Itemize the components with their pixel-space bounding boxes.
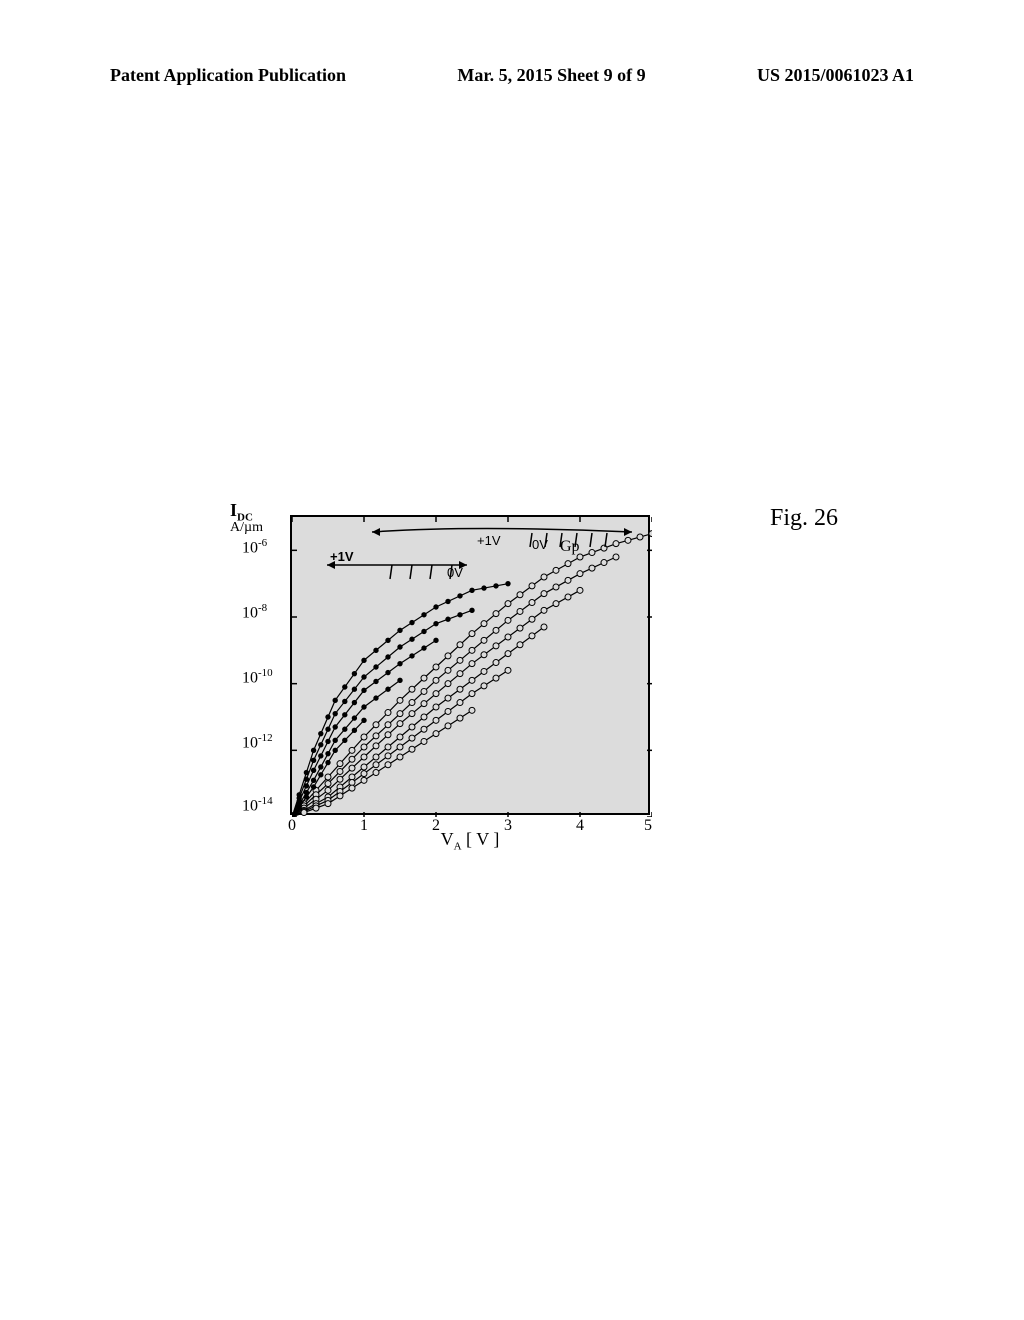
svg-text:0V: 0V <box>532 537 548 552</box>
y-tick: 10-12 <box>242 732 273 752</box>
figure-26: IDC A/µm +1V0VGp+1V0V 10-6 10-8 10-10 10… <box>230 505 710 855</box>
x-tick: 0 <box>288 817 296 835</box>
x-tick: 5 <box>644 817 652 835</box>
page-header: Patent Application Publication Mar. 5, 2… <box>0 65 1024 86</box>
y-tick: 10-8 <box>242 602 267 622</box>
x-axis-label: VA [ V ] <box>441 829 500 853</box>
x-tick: 4 <box>576 817 584 835</box>
y-tick: 10-6 <box>242 537 267 557</box>
svg-text:+1V: +1V <box>330 549 354 564</box>
x-tick: 2 <box>432 817 440 835</box>
x-tick: 3 <box>504 817 512 835</box>
y-axis-unit: A/µm <box>230 520 263 536</box>
chart-svg: +1V0VGp+1V0V <box>292 517 652 817</box>
svg-text:Gp: Gp <box>560 538 580 555</box>
y-tick: 10-10 <box>242 667 273 687</box>
y-tick: 10-14 <box>242 795 273 815</box>
header-center: Mar. 5, 2015 Sheet 9 of 9 <box>457 65 645 86</box>
svg-text:+1V: +1V <box>477 533 501 548</box>
chart-plot-area: +1V0VGp+1V0V 10-6 10-8 10-10 10-12 10-14… <box>290 515 650 815</box>
x-tick: 1 <box>360 817 368 835</box>
header-left: Patent Application Publication <box>110 65 346 86</box>
header-right: US 2015/0061023 A1 <box>757 65 914 86</box>
figure-label: Fig. 26 <box>770 505 838 532</box>
